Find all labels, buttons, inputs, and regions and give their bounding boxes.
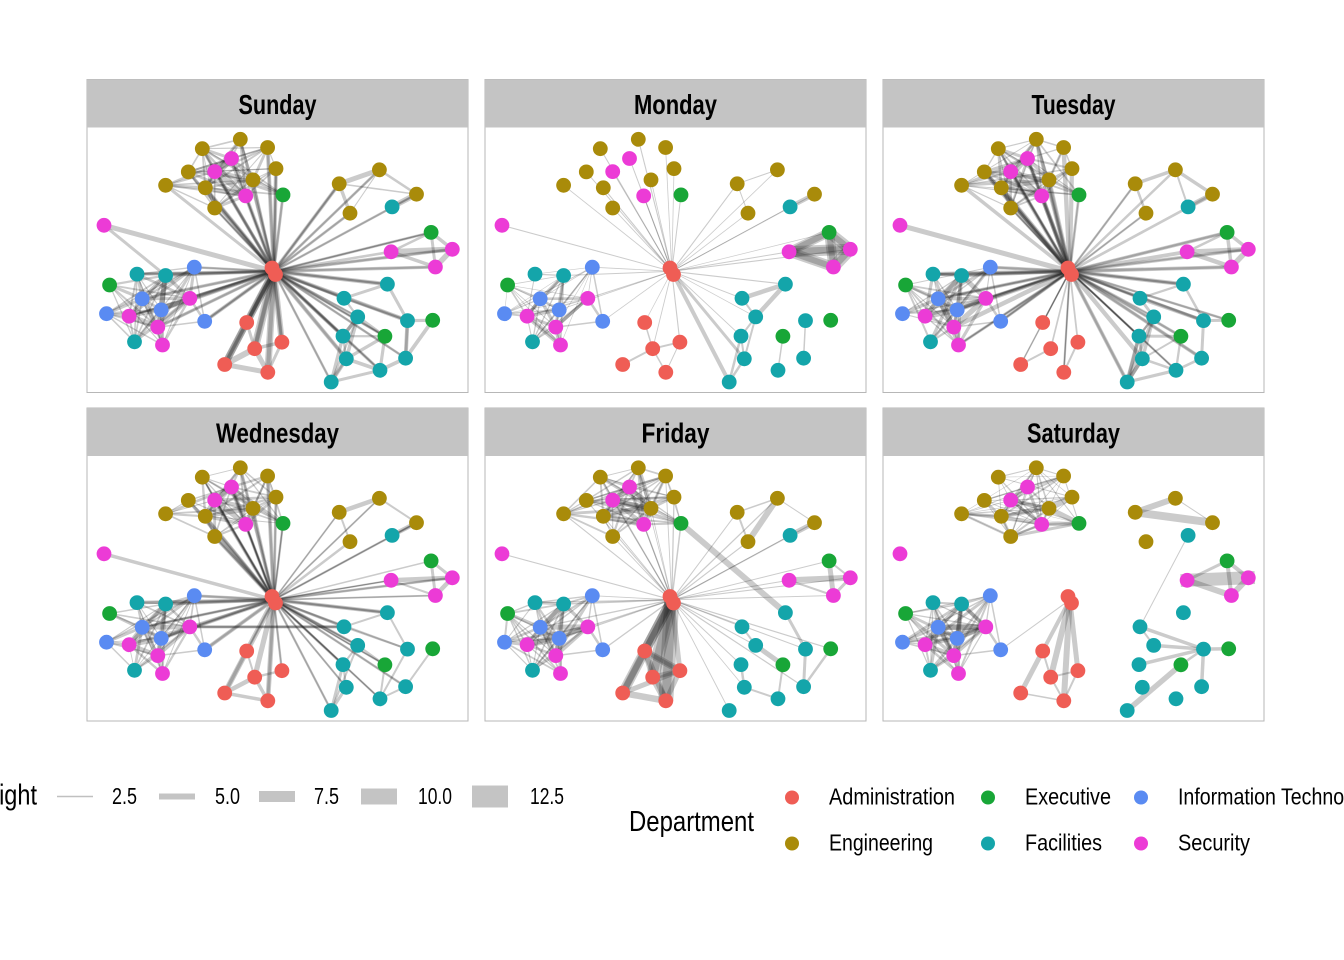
svg-text:12.5: 12.5: [530, 783, 564, 809]
svg-text:10.0: 10.0: [418, 783, 452, 809]
svg-text:Wednesday: Wednesday: [216, 417, 340, 448]
svg-text:Tuesday: Tuesday: [1032, 89, 1117, 120]
svg-text:Administration: Administration: [829, 784, 955, 810]
svg-text:Facilities: Facilities: [1025, 830, 1102, 856]
svg-text:Engineering: Engineering: [829, 830, 933, 856]
svg-text:Security: Security: [1178, 830, 1250, 856]
svg-text:7.5: 7.5: [314, 783, 339, 809]
svg-text:Sunday: Sunday: [239, 89, 318, 120]
svg-text:5.0: 5.0: [215, 783, 240, 809]
svg-text:Department: Department: [629, 806, 754, 838]
svg-text:weight: weight: [0, 780, 37, 812]
svg-text:Saturday: Saturday: [1027, 417, 1121, 448]
svg-text:Information Technology: Information Technology: [1178, 784, 1344, 810]
svg-text:Friday: Friday: [642, 417, 711, 448]
svg-text:2.5: 2.5: [112, 783, 137, 809]
svg-text:Monday: Monday: [634, 89, 718, 120]
svg-text:Executive: Executive: [1025, 784, 1111, 810]
